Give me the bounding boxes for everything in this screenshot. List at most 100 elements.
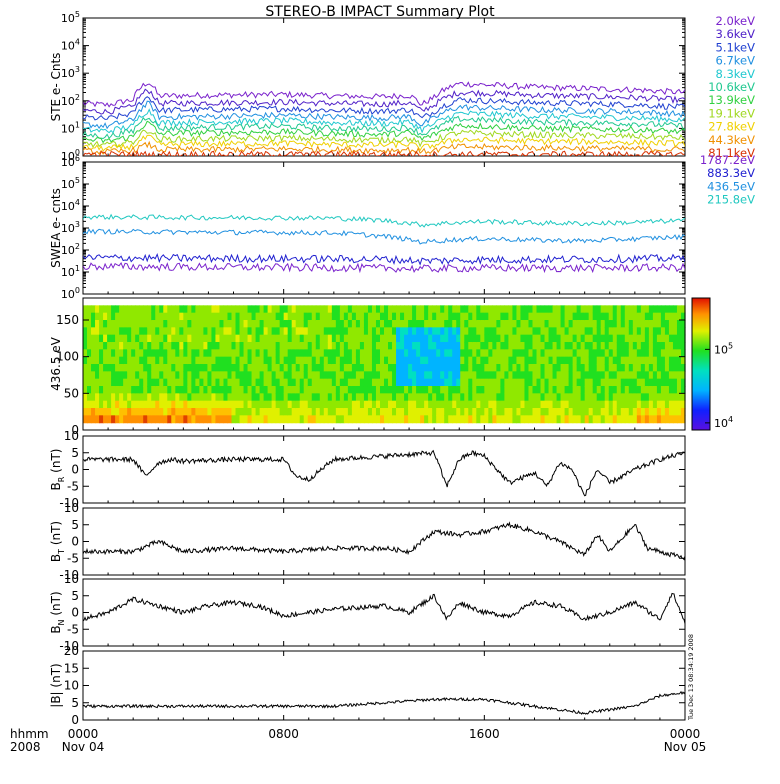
heatmap-cell bbox=[484, 415, 489, 424]
heatmap-cell bbox=[275, 408, 281, 416]
heatmap-cell bbox=[388, 386, 393, 394]
heatmap-cell bbox=[119, 327, 124, 336]
heatmap-cell bbox=[175, 327, 180, 336]
heatmap-cell bbox=[452, 371, 457, 380]
heatmap-cell bbox=[572, 334, 578, 343]
heatmap-cell bbox=[580, 349, 586, 358]
heatmap-cell bbox=[239, 400, 245, 409]
heatmap-cell bbox=[432, 327, 437, 336]
heatmap-cell bbox=[379, 393, 385, 402]
heatmap-cell bbox=[648, 334, 654, 343]
heatmap-cell bbox=[155, 320, 160, 328]
heatmap-cell bbox=[279, 356, 285, 365]
heatmap-cell bbox=[396, 305, 401, 314]
heatmap-cell bbox=[648, 342, 654, 350]
heatmap-cell bbox=[303, 356, 309, 365]
heatmap-cell bbox=[468, 305, 473, 314]
heatmap-cell bbox=[251, 320, 257, 328]
heatmap-cell bbox=[668, 342, 674, 350]
heatmap-cell bbox=[516, 371, 522, 380]
heatmap-cell bbox=[311, 378, 317, 387]
heatmap-cell bbox=[203, 349, 209, 358]
heatmap-cell bbox=[91, 371, 96, 380]
heatmap-cell bbox=[672, 342, 678, 350]
heatmap-cell bbox=[580, 334, 586, 343]
heatmap-cell bbox=[351, 305, 357, 314]
heatmap-cell bbox=[500, 371, 505, 380]
heatmap-cell bbox=[279, 312, 285, 321]
heatmap-cell bbox=[279, 320, 285, 328]
heatmap-cell bbox=[207, 320, 213, 328]
heatmap-cell bbox=[616, 364, 622, 372]
heatmap-cell bbox=[456, 371, 461, 380]
heatmap-cell bbox=[315, 386, 321, 394]
heatmap-cell bbox=[323, 305, 329, 314]
heatmap-cell bbox=[303, 312, 309, 321]
heatmap-cell bbox=[147, 400, 152, 409]
heatmap-cell bbox=[311, 327, 317, 336]
heatmap-cell bbox=[492, 400, 497, 409]
heatmap-cell bbox=[444, 356, 449, 365]
heatmap-cell bbox=[183, 378, 188, 387]
heatmap-cell bbox=[392, 349, 397, 358]
heatmap-cell bbox=[355, 415, 361, 424]
heatmap-cell bbox=[628, 378, 634, 387]
heatmap-cell bbox=[223, 364, 229, 372]
heatmap-cell bbox=[428, 371, 433, 380]
heatmap-cell bbox=[123, 356, 128, 365]
heatmap-cell bbox=[167, 312, 172, 321]
heatmap-cell bbox=[255, 334, 261, 343]
heatmap-cell bbox=[580, 305, 586, 314]
heatmap-cell bbox=[572, 400, 578, 409]
heatmap-cell bbox=[367, 400, 373, 409]
heatmap-cell bbox=[83, 342, 88, 350]
heatmap-cell bbox=[504, 415, 510, 424]
heatmap-cell bbox=[223, 415, 229, 424]
heatmap-cell bbox=[379, 334, 385, 343]
heatmap-cell bbox=[295, 393, 301, 402]
heatmap-cell bbox=[612, 327, 618, 336]
heatmap-cell bbox=[616, 327, 622, 336]
heatmap-cell bbox=[267, 371, 273, 380]
heatmap-cell bbox=[644, 327, 650, 336]
heatmap-cell bbox=[548, 349, 554, 358]
heatmap-cell bbox=[103, 305, 108, 314]
heatmap-cell bbox=[624, 356, 630, 365]
heatmap-cell bbox=[488, 320, 493, 328]
heatmap-cell bbox=[472, 342, 477, 350]
heatmap-cell bbox=[219, 320, 225, 328]
legend-entry: 2.0keV bbox=[716, 14, 756, 28]
heatmap-cell bbox=[592, 305, 598, 314]
heatmap-cell bbox=[636, 386, 642, 394]
heatmap-cell bbox=[155, 364, 160, 372]
heatmap-cell bbox=[588, 364, 594, 372]
heatmap-cell bbox=[167, 400, 172, 409]
heatmap-cell bbox=[648, 415, 654, 424]
heatmap-cell bbox=[131, 356, 136, 365]
heatmap-cell bbox=[207, 312, 213, 321]
heatmap-cell bbox=[444, 320, 449, 328]
heatmap-cell bbox=[532, 371, 538, 380]
heatmap-cell bbox=[616, 386, 622, 394]
heatmap-cell bbox=[267, 305, 273, 314]
heatmap-cell bbox=[271, 371, 277, 380]
heatmap-cell bbox=[424, 334, 429, 343]
heatmap-cell bbox=[532, 320, 538, 328]
heatmap-cell bbox=[131, 371, 136, 380]
heatmap-cell bbox=[464, 386, 469, 394]
heatmap-cell bbox=[416, 327, 421, 336]
heatmap-cell bbox=[436, 364, 441, 372]
heatmap-cell bbox=[339, 378, 345, 387]
heatmap-cell bbox=[243, 356, 249, 365]
heatmap-cell bbox=[584, 342, 590, 350]
heatmap-cell bbox=[207, 327, 213, 336]
heatmap-cell bbox=[315, 371, 321, 380]
heatmap-cell bbox=[524, 386, 530, 394]
panel-frame-bn bbox=[82, 578, 686, 647]
heatmap-cell bbox=[287, 415, 293, 424]
heatmap-cell bbox=[119, 408, 124, 416]
heatmap-cell bbox=[259, 364, 265, 372]
y-tick-label: -5 bbox=[67, 551, 79, 565]
heatmap-cell bbox=[524, 334, 530, 343]
